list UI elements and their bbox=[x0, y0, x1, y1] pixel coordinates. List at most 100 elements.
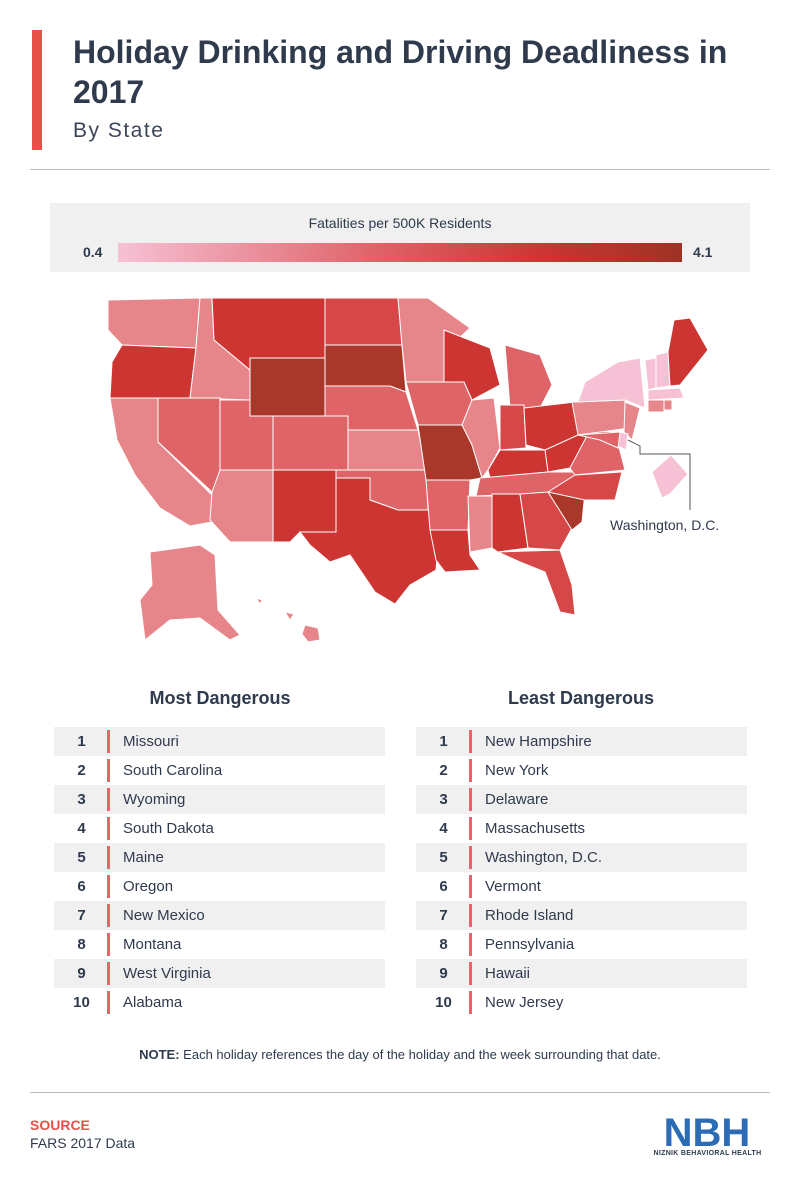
list-item: 8 Montana bbox=[54, 930, 385, 959]
list-item: 5 Washington, D.C. bbox=[416, 843, 747, 872]
state-iowa bbox=[405, 381, 473, 426]
state-georgia bbox=[519, 491, 573, 551]
rank-number: 5 bbox=[439, 849, 448, 866]
rank-separator bbox=[107, 730, 110, 753]
state-maine bbox=[667, 317, 709, 387]
logo-wordmark: NBH bbox=[664, 1111, 751, 1155]
rank-number: 6 bbox=[77, 878, 86, 895]
rank-number: 8 bbox=[77, 936, 86, 953]
state-name: New Hampshire bbox=[485, 733, 592, 750]
rank-number: 7 bbox=[77, 907, 86, 924]
state-name: Massachusetts bbox=[485, 820, 586, 837]
rank-separator bbox=[107, 991, 110, 1014]
rank-separator bbox=[469, 991, 472, 1014]
divider-top bbox=[30, 169, 770, 170]
state-maryland bbox=[577, 431, 621, 449]
legend-max-value: 4.1 bbox=[693, 244, 713, 260]
rank-number: 4 bbox=[77, 820, 86, 837]
list-item: 5 Maine bbox=[54, 843, 385, 872]
state-west-virginia bbox=[544, 429, 592, 473]
rank-separator bbox=[107, 759, 110, 782]
rank-separator bbox=[469, 962, 472, 985]
state-wyoming bbox=[249, 357, 326, 417]
state-name: New Mexico bbox=[123, 907, 205, 924]
state-rhode-island bbox=[663, 399, 673, 411]
state-name: Pennsylvania bbox=[485, 936, 575, 953]
state-name: Vermont bbox=[485, 878, 541, 895]
rank-number: 6 bbox=[439, 878, 448, 895]
state-alaska bbox=[139, 544, 241, 641]
state-new-jersey bbox=[623, 401, 641, 441]
rank-separator bbox=[469, 846, 472, 869]
rank-separator bbox=[469, 904, 472, 927]
list-item: 7 Rhode Island bbox=[416, 901, 747, 930]
list-item: 2 South Carolina bbox=[54, 756, 385, 785]
list-item: 2 New York bbox=[416, 756, 747, 785]
state-name: Hawaii bbox=[485, 965, 531, 982]
rank-separator bbox=[107, 933, 110, 956]
state-name: South Dakota bbox=[123, 820, 214, 837]
legend-gradient-bar bbox=[118, 243, 682, 262]
rank-number: 3 bbox=[77, 791, 86, 808]
state-name: Oregon bbox=[123, 878, 174, 895]
source-text: FARS 2017 Data bbox=[30, 1135, 136, 1151]
us-choropleth-map: Washington, D.C. bbox=[107, 297, 719, 643]
state-name: Missouri bbox=[123, 733, 179, 750]
rank-separator bbox=[469, 875, 472, 898]
list-item: 6 Oregon bbox=[54, 872, 385, 901]
accent-bar bbox=[32, 30, 42, 150]
list-item: 7 New Mexico bbox=[54, 901, 385, 930]
state-florida bbox=[497, 549, 576, 616]
state-mississippi bbox=[467, 495, 493, 553]
rank-number: 4 bbox=[439, 820, 448, 837]
list-item: 6 Vermont bbox=[416, 872, 747, 901]
rank-separator bbox=[469, 730, 472, 753]
list-item: 3 Delaware bbox=[416, 785, 747, 814]
state-illinois bbox=[461, 397, 501, 480]
state-name: South Carolina bbox=[123, 762, 223, 779]
rank-separator bbox=[469, 933, 472, 956]
source-label: SOURCE bbox=[30, 1117, 90, 1133]
state-arizona bbox=[209, 469, 274, 543]
least-dangerous-list: 1 New Hampshire 2 New York 3 Delaware 4 Massach… bbox=[416, 727, 747, 1017]
rank-number: 1 bbox=[77, 733, 86, 750]
rank-number: 9 bbox=[439, 965, 448, 982]
state-name: Maine bbox=[123, 849, 164, 866]
state-north-carolina bbox=[546, 471, 623, 501]
state-vermont bbox=[644, 357, 657, 391]
state-new-york bbox=[577, 357, 646, 409]
state-name: New York bbox=[485, 762, 549, 779]
page-title: Holiday Drinking and Driving Deadliness … bbox=[73, 34, 728, 110]
state-michigan bbox=[504, 344, 553, 409]
rank-number: 2 bbox=[77, 762, 86, 779]
state-massachusetts bbox=[647, 387, 685, 401]
state-washington bbox=[107, 297, 201, 349]
note-label: NOTE: bbox=[139, 1047, 180, 1062]
state-name: Washington, D.C. bbox=[485, 849, 602, 866]
state-name: Wyoming bbox=[123, 791, 186, 808]
state-north-dakota bbox=[324, 297, 403, 346]
state-name: New Jersey bbox=[485, 994, 564, 1011]
state-colorado bbox=[272, 415, 349, 471]
rank-number: 10 bbox=[435, 994, 452, 1011]
rank-number: 8 bbox=[439, 936, 448, 953]
state-pennsylvania bbox=[571, 399, 631, 436]
rank-separator bbox=[107, 962, 110, 985]
list-item: 8 Pennsylvania bbox=[416, 930, 747, 959]
page-subtitle: By State bbox=[73, 119, 165, 142]
rank-separator bbox=[107, 904, 110, 927]
rank-separator bbox=[469, 788, 472, 811]
state-indiana bbox=[499, 404, 527, 451]
state-texas bbox=[298, 477, 441, 605]
dc-inset-label: Washington, D.C. bbox=[610, 517, 719, 533]
footnote: NOTE: Each holiday references the day of… bbox=[0, 1047, 800, 1062]
rank-number: 7 bbox=[439, 907, 448, 924]
state-name: Rhode Island bbox=[485, 907, 574, 924]
state-hawaii bbox=[254, 597, 321, 643]
rank-separator bbox=[107, 846, 110, 869]
rank-separator bbox=[469, 817, 472, 840]
divider-bottom bbox=[30, 1092, 770, 1093]
list-item: 9 Hawaii bbox=[416, 959, 747, 988]
nbh-logo: NBH bbox=[664, 1111, 751, 1155]
rank-number: 10 bbox=[73, 994, 90, 1011]
